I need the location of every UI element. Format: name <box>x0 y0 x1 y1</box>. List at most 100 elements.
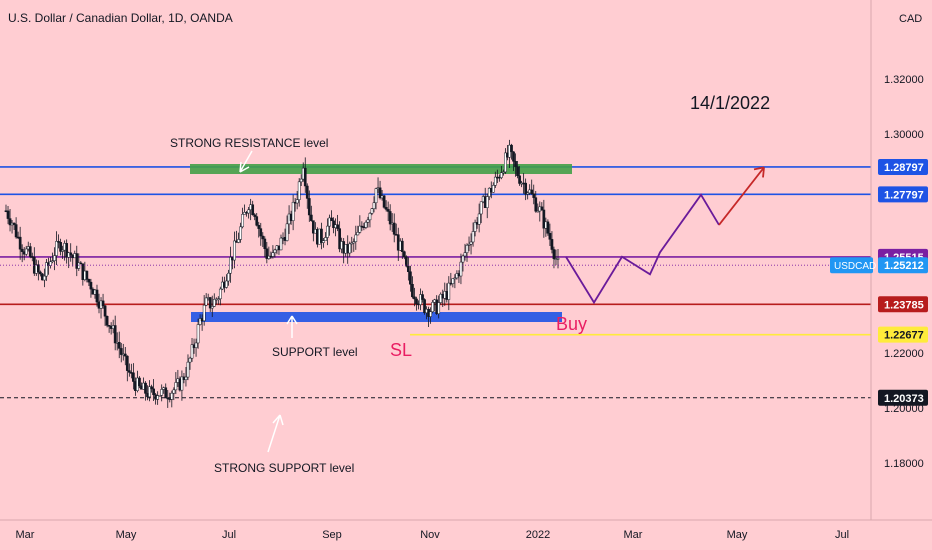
date-annotation: 14/1/2022 <box>690 93 770 113</box>
candle-body <box>354 234 358 242</box>
x-tick-label: Jul <box>835 529 849 541</box>
candle-body <box>378 187 382 199</box>
horizontal-levels <box>0 166 871 399</box>
candle-body <box>372 202 376 209</box>
time-axis-ticks: Mar May Jul Sep Nov 2022 Mar May Jul <box>16 529 850 541</box>
candle-body <box>271 252 275 257</box>
candle-body <box>65 243 69 258</box>
candle-body <box>461 255 465 263</box>
candle-body <box>79 262 83 265</box>
candle-body <box>263 238 267 249</box>
candle-body <box>285 223 289 241</box>
candle-body <box>415 298 418 305</box>
x-tick-label: 2022 <box>526 529 550 541</box>
candle-body <box>556 258 560 260</box>
candle-body <box>59 242 62 252</box>
candle-body <box>170 392 174 400</box>
candle-body <box>273 249 277 253</box>
candle-body <box>534 197 538 212</box>
candle-body <box>75 253 79 269</box>
y-tick-label: 1.30000 <box>884 129 924 141</box>
candle-body <box>225 280 228 288</box>
candle-body <box>208 297 212 309</box>
x-tick-label: Nov <box>420 529 440 541</box>
candle-body <box>352 241 356 244</box>
candle-body <box>190 344 194 359</box>
candle-body <box>400 240 404 252</box>
candle-body <box>6 210 10 219</box>
candle-body <box>204 297 208 306</box>
projection <box>565 166 765 305</box>
candle-body <box>132 372 135 382</box>
candle-body <box>57 241 60 243</box>
candle-body <box>299 178 303 183</box>
candle-body <box>382 195 386 208</box>
level-label-bg-1 <box>878 186 928 203</box>
candle-body <box>257 225 261 229</box>
candle-body <box>437 302 441 314</box>
candle-body <box>338 228 341 250</box>
candle-body <box>305 185 309 199</box>
candle-body <box>512 151 515 162</box>
candle-body <box>493 176 497 186</box>
candle-body <box>198 318 202 325</box>
candle-body <box>514 161 517 167</box>
candle-body <box>160 389 164 396</box>
candle-body <box>291 201 295 221</box>
candle-body <box>348 243 352 254</box>
level-label-5: 1.20373 <box>884 393 924 405</box>
candle-body <box>196 324 200 344</box>
candle-body <box>279 237 283 251</box>
candle-body <box>297 181 301 200</box>
projection-path-final <box>718 166 765 226</box>
candle-body <box>542 209 546 229</box>
candle-body <box>364 222 368 228</box>
candle-body <box>546 221 550 234</box>
candle-body <box>174 382 178 391</box>
candle-body <box>411 284 414 298</box>
candle-body <box>251 204 255 215</box>
candle-body <box>431 302 434 312</box>
level-label-bg-5 <box>878 389 928 406</box>
candle-body <box>453 277 457 280</box>
x-tick-label: Mar <box>16 529 35 541</box>
current-price-label: 1.25212 <box>884 260 924 272</box>
candle-body <box>259 228 263 237</box>
candle-body <box>101 300 105 307</box>
zones <box>190 164 572 322</box>
level-label-4: 1.22677 <box>884 330 924 342</box>
candle-body <box>510 144 513 153</box>
candle-body <box>540 206 544 211</box>
resistance-arrow <box>239 150 253 173</box>
candle-body <box>119 348 123 355</box>
support-arrow <box>286 315 298 338</box>
candle-body <box>87 279 91 283</box>
level-label-3: 1.23785 <box>884 299 924 311</box>
support-annotation: SUPPORT level <box>272 345 358 359</box>
candle-body <box>473 222 477 232</box>
candle-body <box>500 172 503 178</box>
candle-body <box>463 252 467 257</box>
candle-body <box>156 395 159 400</box>
candle-body <box>150 386 153 390</box>
candle-body <box>144 382 147 394</box>
candle-body <box>237 239 240 243</box>
candle-body <box>103 305 107 317</box>
candle-body <box>516 166 519 176</box>
candle-body <box>255 216 259 226</box>
candle-body <box>467 244 471 246</box>
candle-body <box>43 275 46 281</box>
symbol-label: USDCAD <box>834 261 876 272</box>
candle-body <box>30 256 34 258</box>
candle-body <box>536 210 540 213</box>
candle-body <box>241 214 244 228</box>
candle-body <box>350 242 354 245</box>
candle-body <box>55 241 58 256</box>
candle-body <box>451 278 455 284</box>
resistance-annotation: STRONG RESISTANCE level <box>170 136 328 150</box>
candle-body <box>184 376 188 380</box>
candle-body <box>233 240 236 261</box>
candle-body <box>28 246 32 257</box>
candle-body <box>49 261 52 266</box>
candle-body <box>368 213 372 221</box>
